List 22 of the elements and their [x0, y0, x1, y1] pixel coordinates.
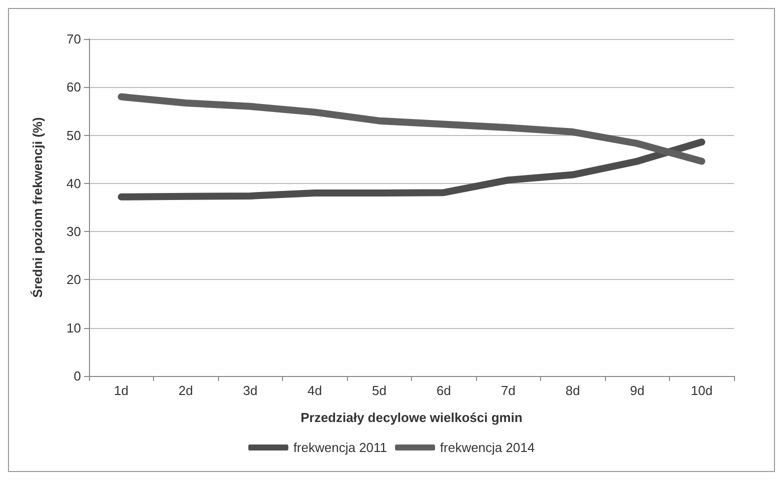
y-tick-label: 30	[66, 224, 81, 240]
y-tick-label: 60	[66, 80, 81, 95]
legend-label: frekwencja 2011	[293, 440, 388, 455]
x-tick-label: 6d	[436, 383, 451, 398]
legend-label: frekwencja 2014	[440, 440, 535, 455]
x-tick-label: 10d	[690, 383, 713, 398]
x-tick-label: 5d	[372, 383, 386, 398]
x-tick-label: 9d	[630, 383, 644, 398]
x-tick-label: 2d	[178, 383, 193, 398]
y-axis-title: Średni poziom frekwencji (%)	[30, 117, 45, 298]
x-tick-label: 1d	[114, 383, 128, 398]
x-tick-label: 4d	[308, 383, 322, 398]
y-tick-label: 20	[66, 272, 81, 288]
y-tick-label: 40	[66, 176, 81, 191]
y-tick-label: 50	[66, 128, 81, 143]
x-tick-label: 7d	[501, 383, 516, 398]
y-tick-label: 10	[66, 320, 81, 336]
x-axis-title: Przedziały decylowe wielkości gmin	[300, 410, 522, 425]
y-tick-label: 0	[74, 368, 81, 384]
x-tick-label: 3d	[243, 383, 258, 398]
x-tick-label: 8d	[566, 383, 580, 398]
y-tick-label: 70	[66, 32, 81, 46]
